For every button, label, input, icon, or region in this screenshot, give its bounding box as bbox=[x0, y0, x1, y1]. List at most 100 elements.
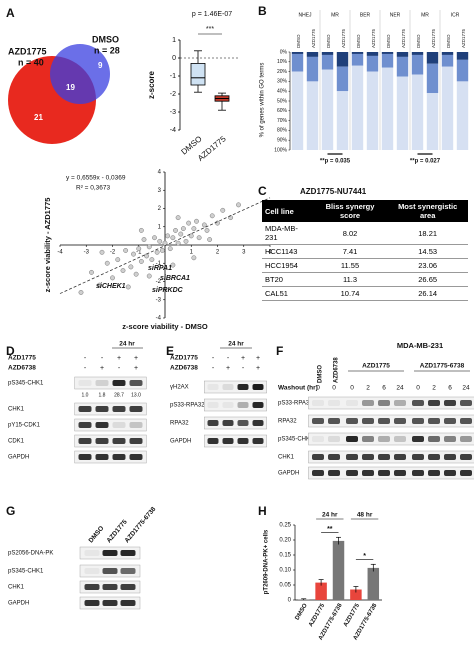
band-label: pS345-CHK1 bbox=[8, 381, 44, 387]
point bbox=[120, 268, 126, 273]
point bbox=[99, 249, 105, 255]
treatment-label: AZD1775 bbox=[170, 355, 198, 362]
band bbox=[84, 568, 100, 574]
bar-segment bbox=[321, 54, 334, 70]
band bbox=[362, 454, 374, 460]
point bbox=[165, 233, 171, 239]
label: 24 hr bbox=[228, 341, 244, 348]
treatment-sign: - bbox=[118, 365, 121, 372]
band-label: GAPDH bbox=[8, 455, 29, 461]
table-cell: CAL51 bbox=[262, 286, 313, 301]
bar-segment bbox=[396, 76, 409, 150]
band bbox=[394, 418, 406, 424]
band bbox=[95, 422, 109, 428]
lane-label: AZD6738 bbox=[334, 357, 340, 383]
bar-segment bbox=[411, 54, 424, 75]
treatment-sign: + bbox=[241, 355, 245, 362]
band bbox=[252, 438, 264, 444]
group-label: NER bbox=[390, 12, 401, 18]
y-tick-label: 100% bbox=[274, 147, 287, 153]
point bbox=[152, 235, 157, 241]
band-label: RPA32 bbox=[278, 419, 297, 425]
point bbox=[173, 227, 178, 233]
quantification: 13.0 bbox=[131, 392, 141, 398]
blot-frame bbox=[74, 434, 147, 448]
band bbox=[312, 400, 324, 406]
point bbox=[178, 231, 184, 237]
band bbox=[444, 436, 456, 442]
annotation: siRPA1 bbox=[148, 265, 172, 272]
band bbox=[412, 400, 424, 406]
band bbox=[378, 436, 390, 442]
point bbox=[78, 290, 84, 295]
bar-segment bbox=[456, 52, 469, 60]
point bbox=[154, 249, 160, 255]
x-tick-label: DMSO bbox=[296, 34, 301, 48]
band-label: CHK1 bbox=[278, 455, 295, 461]
point bbox=[146, 244, 152, 250]
bar-segment bbox=[456, 81, 469, 150]
panel-label: B bbox=[258, 4, 267, 18]
bar-segment bbox=[411, 74, 424, 150]
band bbox=[444, 454, 456, 460]
bar-segment bbox=[381, 67, 394, 150]
washout-time: 0 bbox=[332, 385, 336, 392]
band bbox=[328, 470, 340, 476]
band bbox=[460, 436, 472, 442]
point bbox=[191, 226, 197, 232]
treatment-label: AZD6738 bbox=[170, 365, 198, 372]
band-label: GAPDH bbox=[278, 471, 299, 477]
bar bbox=[350, 589, 362, 600]
band-label: pS345-CHK1 bbox=[278, 437, 314, 443]
point bbox=[149, 257, 155, 263]
panel-label: C bbox=[258, 184, 267, 198]
table-cell: 8.02 bbox=[312, 222, 388, 245]
band bbox=[129, 454, 143, 460]
point bbox=[196, 235, 202, 241]
y-tick-label: 40% bbox=[277, 89, 288, 95]
table-title: AZD1775-NU7441 bbox=[300, 187, 367, 196]
significance: * bbox=[363, 553, 366, 560]
y-tick-label: 2 bbox=[158, 206, 162, 212]
band bbox=[78, 438, 92, 444]
point bbox=[220, 207, 226, 213]
band-label: GAPDH bbox=[170, 439, 191, 445]
treatment-sign: - bbox=[227, 355, 230, 362]
band-label: γH2AX bbox=[170, 385, 189, 391]
table-cell: 7.41 bbox=[312, 244, 388, 259]
blot-frame bbox=[203, 398, 267, 412]
label: p = 1.46E-07 bbox=[192, 11, 232, 18]
point bbox=[89, 269, 94, 275]
y-tick-label: -4 bbox=[156, 316, 162, 322]
bar-segment bbox=[396, 52, 409, 57]
band bbox=[102, 550, 118, 556]
label: y = 0,6559x - 0,0369 bbox=[66, 175, 126, 182]
x-tick-label: AZD1775 bbox=[371, 28, 376, 48]
x-tick-label: AZD1775 bbox=[308, 602, 326, 628]
label: R² = 0,3673 bbox=[76, 185, 111, 192]
band bbox=[95, 438, 109, 444]
table-header: Most synergistic area bbox=[387, 200, 468, 222]
y-tick-label: 4 bbox=[158, 170, 162, 176]
point bbox=[180, 226, 186, 232]
lane-label: DMSO bbox=[318, 365, 324, 383]
band bbox=[362, 418, 374, 424]
y-tick-label: 0.25 bbox=[279, 523, 291, 529]
y-tick-label: 0.05 bbox=[279, 583, 291, 589]
band bbox=[222, 402, 234, 408]
band-label: pS33-RPA32 bbox=[170, 403, 205, 409]
axis-label: z-score viability - DMSO bbox=[122, 322, 208, 331]
bar-segment bbox=[441, 52, 454, 55]
table-cell: 11.55 bbox=[312, 258, 388, 273]
band bbox=[120, 568, 136, 574]
point bbox=[128, 264, 134, 270]
group-label: MR bbox=[421, 12, 429, 18]
x-tick-label: 3 bbox=[242, 250, 246, 256]
trend-line bbox=[59, 197, 271, 294]
band bbox=[394, 436, 406, 442]
point bbox=[175, 240, 181, 246]
band-label: CHK1 bbox=[8, 585, 25, 591]
band bbox=[95, 406, 109, 412]
bar-segment bbox=[336, 91, 349, 150]
